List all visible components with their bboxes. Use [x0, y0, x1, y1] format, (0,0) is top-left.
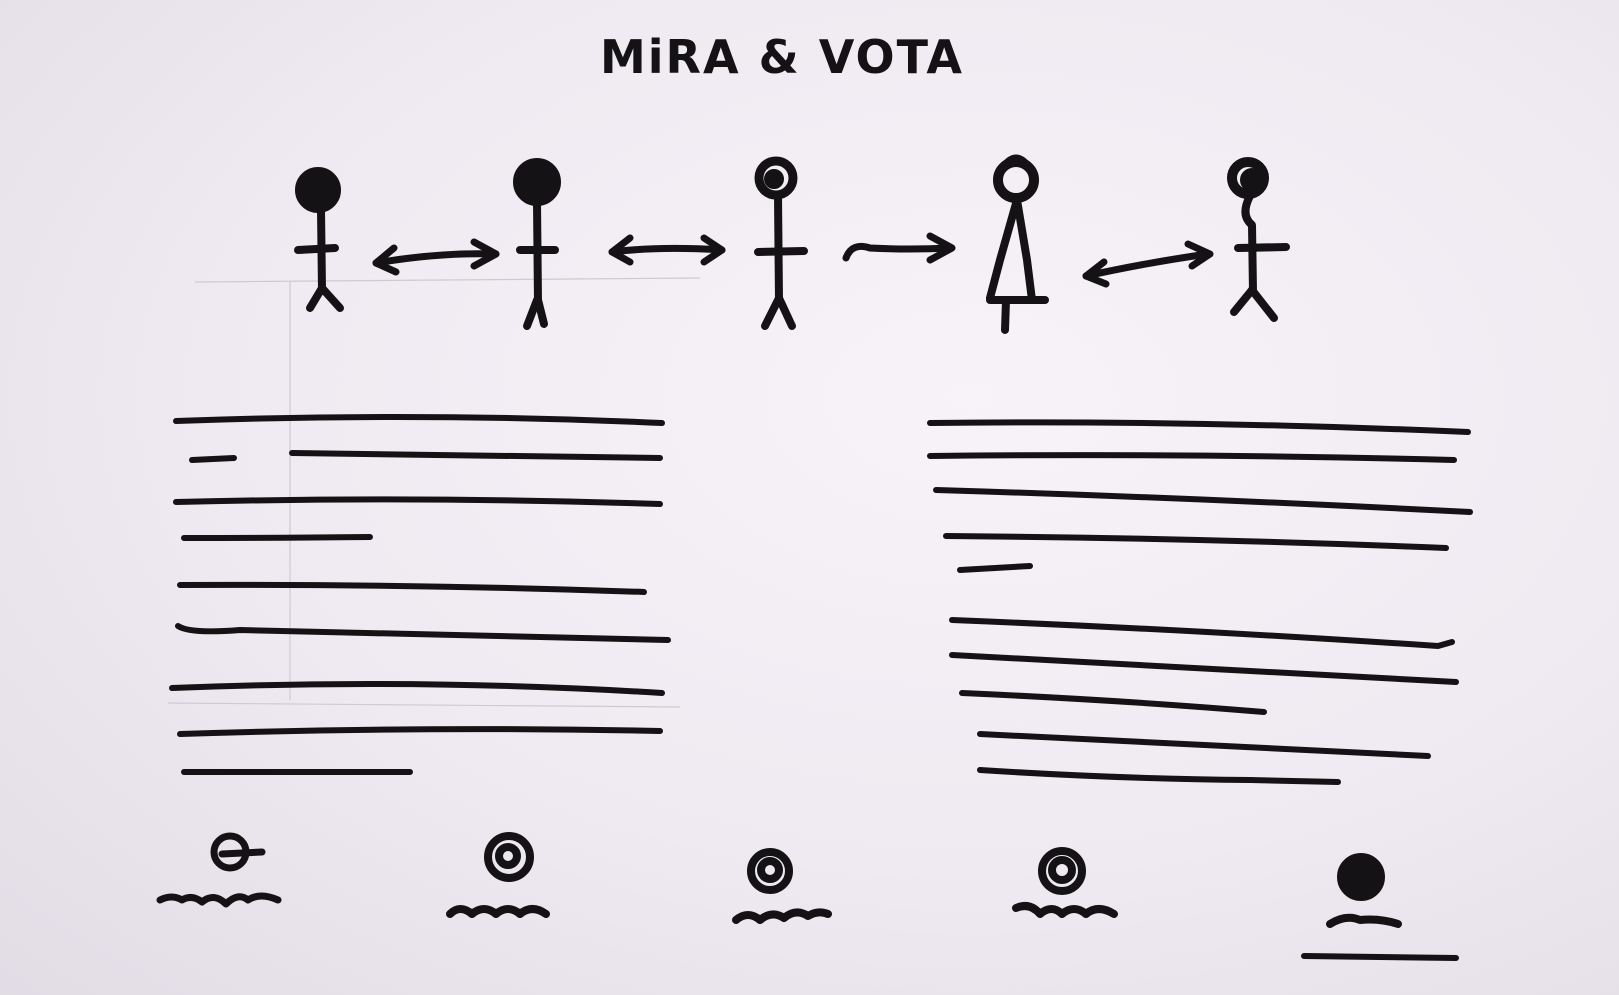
selected-underline: [1301, 953, 1459, 961]
text-line: [181, 534, 373, 541]
text-column-right: [927, 419, 1473, 785]
text-line: [959, 690, 1267, 715]
double-arrow-4[interactable]: [1082, 240, 1214, 288]
page-title: MiRA & VOTA: [600, 30, 965, 84]
text-line: [943, 533, 1449, 551]
text-line: [177, 581, 647, 595]
text-line: [289, 450, 663, 461]
text-line: [957, 563, 1033, 573]
text-line: [177, 726, 663, 737]
text-line: [949, 617, 1455, 649]
text-column-left: [169, 413, 671, 775]
double-arrow-2[interactable]: [608, 234, 726, 266]
text-line: [173, 413, 665, 426]
text-line: [169, 681, 665, 696]
vote-option-4[interactable]: [1012, 847, 1118, 918]
text-line: [977, 767, 1341, 785]
text-line: [927, 452, 1457, 463]
faint-guide-lines: [167, 277, 701, 708]
stick-figure-3[interactable]: [754, 156, 808, 330]
vote-option-5[interactable]: [1301, 853, 1459, 961]
text-line: [189, 455, 237, 463]
text-line: [949, 652, 1459, 685]
text-line: [933, 487, 1473, 515]
text-line: [977, 731, 1431, 759]
stick-figure-5[interactable]: [1227, 157, 1290, 322]
text-line: [927, 419, 1471, 435]
vote-option-2[interactable]: [446, 832, 550, 918]
text-line: [173, 496, 663, 507]
stick-figure-2[interactable]: [513, 158, 561, 330]
vote-option-1[interactable]: [156, 832, 282, 908]
stick-figure-1[interactable]: [294, 167, 344, 312]
arrow-3[interactable]: [842, 232, 956, 264]
double-arrow-1[interactable]: [372, 238, 500, 276]
vote-option-3[interactable]: [732, 848, 832, 924]
text-line: [175, 623, 671, 643]
stick-figure-4[interactable]: [986, 154, 1049, 334]
